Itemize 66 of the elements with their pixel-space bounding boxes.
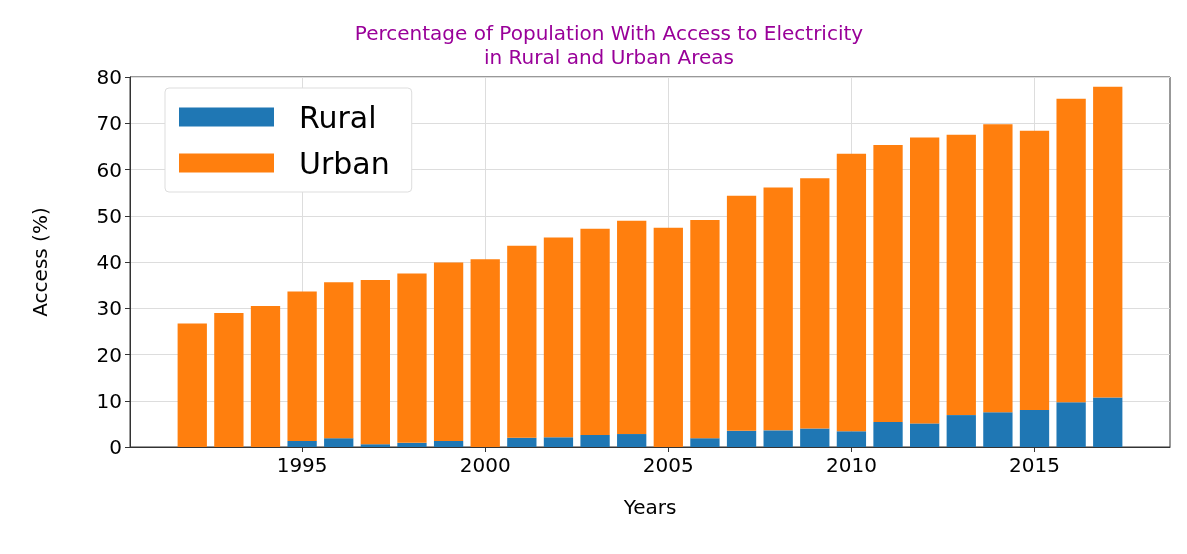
bar [617,220,647,435]
bar [726,430,757,447]
bar [360,280,390,445]
y-tick-label: 0 [109,435,122,459]
bar [800,178,830,429]
bar [983,124,1013,413]
bar [836,153,867,432]
bar [397,273,427,443]
bar [324,282,354,439]
bar [507,245,537,438]
y-tick-label: 70 [96,111,122,136]
bar [1056,98,1086,403]
x-tick-label: 2000 [459,453,511,477]
y-tick-label: 40 [96,250,122,274]
bar [1093,86,1123,398]
bar [433,262,464,441]
x-tick-label: 2015 [1009,453,1060,477]
x-tick-label: 2005 [642,453,694,477]
bar [214,312,244,447]
chart-title: Percentage of Population With Access to Electricity in Rural and Urban Areas [354,21,864,69]
x-axis-title: Years [622,495,677,519]
bar [397,442,427,447]
bar [470,259,500,447]
bar [1056,402,1086,447]
bar [1093,397,1123,447]
bar [250,305,281,447]
bar [543,237,574,438]
bar [1019,130,1050,410]
bar [873,144,903,423]
y-tick-label: 60 [96,157,122,182]
bar [177,323,207,447]
y-axis-title: Access (%) [28,207,52,317]
legend-label: Rural [299,99,377,135]
x-tick-label: 2010 [825,453,877,477]
bar [1019,410,1050,447]
y-tick-label: 50 [96,203,122,228]
y-tick-label: 30 [96,296,122,321]
bar [836,431,867,447]
y-tick-label: 80 [96,65,122,89]
bar [580,228,610,435]
bar [360,444,390,447]
bar [946,415,976,447]
bar [580,434,610,447]
bar [910,423,940,447]
bar [763,430,793,447]
bar [690,438,720,447]
bar [946,134,976,416]
legend-label: Urban [299,145,390,181]
bar [617,434,647,447]
bar [324,438,354,447]
bar [983,412,1013,447]
bar [287,440,317,447]
bar [543,437,574,447]
y-tick-label: 20 [96,342,122,367]
bar [763,187,793,431]
bar [507,437,537,447]
bar [800,428,830,447]
bar [690,219,720,439]
bar [433,440,464,447]
bar [726,195,757,431]
x-tick-label: 1995 [276,453,328,477]
bar [910,137,940,424]
y-tick-label: 10 [96,388,122,413]
bar [873,422,903,447]
bar [287,291,317,441]
bar [653,227,683,447]
